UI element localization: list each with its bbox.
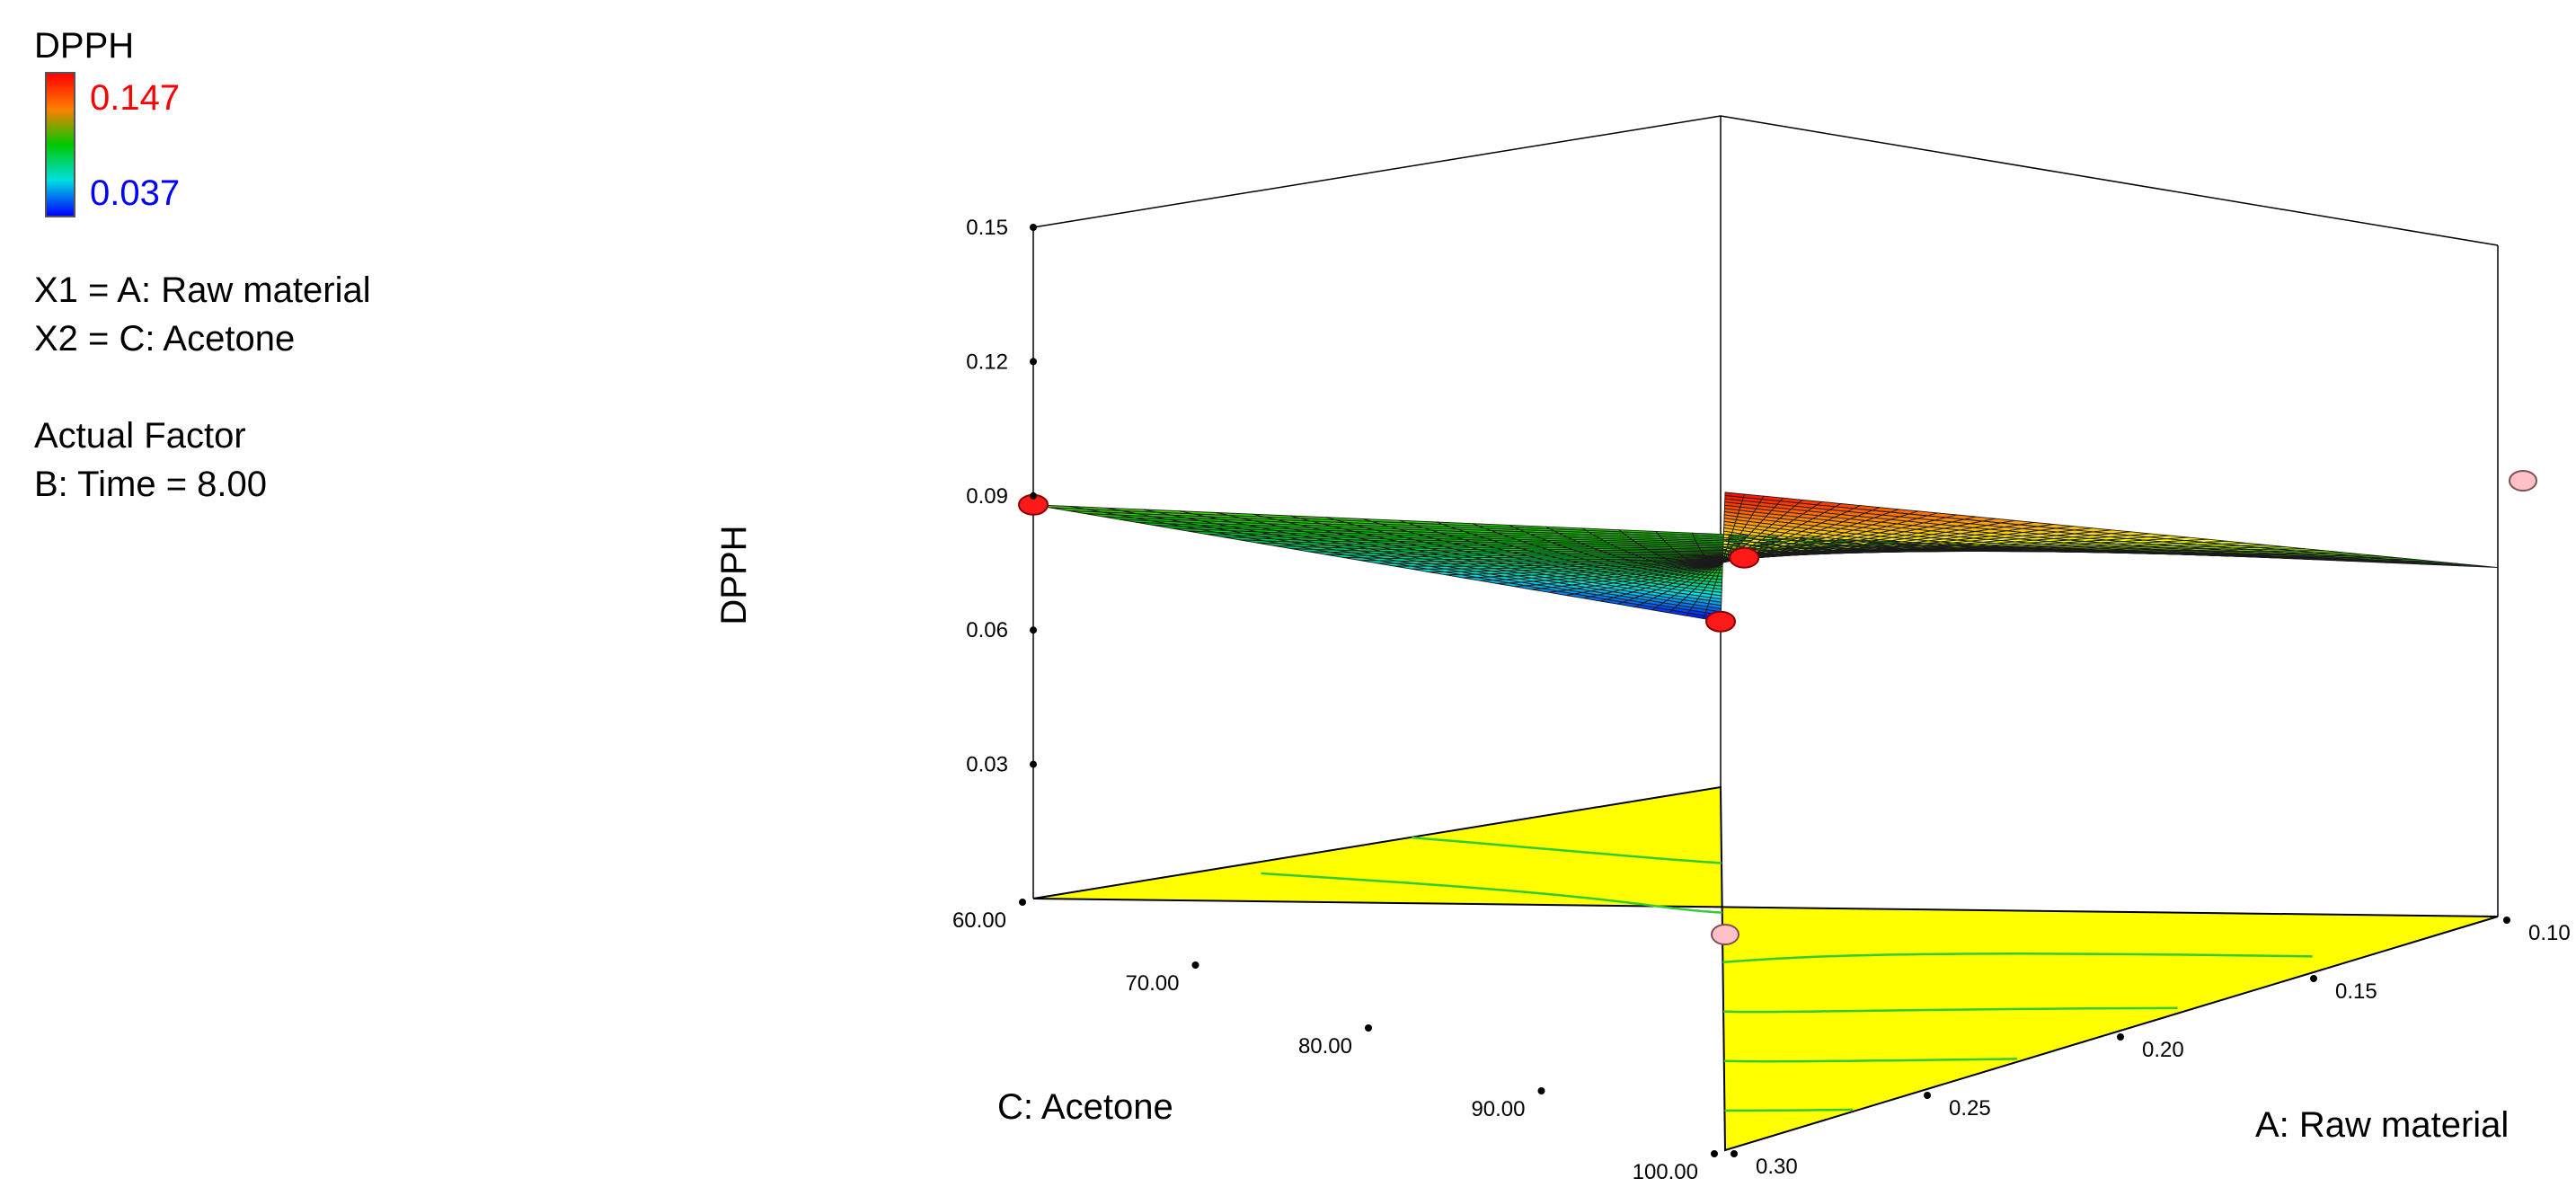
floor-contour-line <box>1723 1058 2018 1063</box>
y-tick-mark <box>1191 961 1199 969</box>
design-point <box>1705 610 1736 633</box>
design-point <box>1729 546 1760 569</box>
z-tick-label: 0.06 <box>966 618 1008 642</box>
x-tick-mark <box>2117 1033 2124 1041</box>
z-tick-label: 0.09 <box>966 484 1008 509</box>
floor-contour-line <box>1412 836 1722 864</box>
y-axis-label: C: Acetone <box>997 1087 1173 1127</box>
z-tick-mark <box>1030 760 1037 768</box>
y-tick-mark <box>1365 1024 1372 1032</box>
surface-cell <box>1718 569 1723 574</box>
x-tick-mark <box>1924 1092 1931 1099</box>
x2-definition: X2 = C: Acetone <box>34 319 296 359</box>
x-axis-label: A: Raw material <box>2255 1105 2509 1145</box>
y-tick-mark <box>1019 899 1026 906</box>
z-tick-mark <box>1030 358 1037 366</box>
y-tick-label: 80.00 <box>1298 1034 1352 1059</box>
surface-cell <box>2442 563 2499 569</box>
color-scale-max: 0.147 <box>90 78 181 118</box>
x-tick-label: 0.30 <box>1756 1155 1798 1179</box>
z-tick-label: 0.03 <box>966 753 1008 777</box>
x-tick-label: 0.15 <box>2335 979 2377 1004</box>
actual-factor-heading: Actual Factor <box>34 416 246 456</box>
x-tick-mark <box>2503 917 2510 924</box>
x1-definition: X1 = A: Raw material <box>34 270 371 310</box>
color-scale-bar <box>45 72 75 217</box>
box-frame <box>1032 115 2499 917</box>
z-tick-label: 0.12 <box>966 350 1008 374</box>
top-left-edge <box>1032 115 1722 228</box>
y-tick-label: 100.00 <box>1633 1160 1698 1184</box>
z-tick-mark <box>1030 224 1037 231</box>
z-tick-mark <box>1030 492 1037 500</box>
floor-contour-line <box>1724 1108 1853 1112</box>
design-points <box>1018 470 2537 945</box>
y-tick-label: 70.00 <box>1125 971 1179 996</box>
floor-contour-line <box>1261 872 1722 914</box>
y-tick-mark <box>1537 1087 1545 1094</box>
response-title: DPPH <box>34 26 135 66</box>
z-axis-label: DPPH <box>714 525 754 625</box>
z-tick-label: 0.15 <box>966 216 1008 240</box>
floor-polygon <box>1032 785 2499 1152</box>
color-scale-min: 0.037 <box>90 173 181 213</box>
legend: DPPH 0.147 0.037 X1 = A: Raw material X2… <box>34 25 537 528</box>
floor-contour-line <box>1723 1006 2178 1014</box>
response-surface <box>1032 492 2499 623</box>
design-point-low <box>1711 924 1739 945</box>
y-tick-label: 90.00 <box>1471 1097 1525 1121</box>
floor-contour-line <box>1722 952 2313 963</box>
y-tick-label: 60.00 <box>952 908 1006 933</box>
z-tick-mark <box>1030 626 1037 634</box>
design-point-low <box>2509 470 2537 492</box>
axes: 0.03 0.06 0.09 0.12 0.15 DPPH 60.00 70.00 80.00 9… <box>714 216 2571 1184</box>
x-tick-mark <box>2310 975 2317 982</box>
x-tick-label: 0.10 <box>2528 921 2571 945</box>
floor-plane <box>1032 785 2499 1152</box>
x-tick-label: 0.25 <box>1949 1096 1991 1121</box>
y-tick-mark <box>1711 1150 1718 1157</box>
x-tick-mark <box>1731 1150 1738 1157</box>
top-right-edge <box>1720 115 2499 246</box>
actual-factor-value: B: Time = 8.00 <box>34 465 268 504</box>
x-tick-label: 0.20 <box>2142 1038 2184 1062</box>
